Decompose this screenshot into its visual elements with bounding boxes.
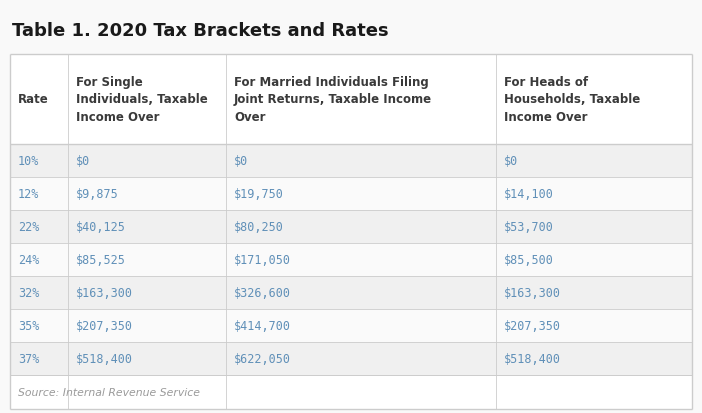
Text: 32%: 32% (18, 286, 39, 299)
Text: $19,750: $19,750 (234, 188, 284, 201)
Text: $518,400: $518,400 (76, 352, 133, 365)
Bar (10, 309, 692, 342)
Text: 22%: 22% (18, 221, 39, 233)
Bar (10, 342, 692, 375)
Bar (10, 243, 692, 276)
Bar (10, 145, 692, 178)
Text: $0: $0 (504, 154, 518, 168)
Bar (10, 55, 692, 145)
Text: $207,350: $207,350 (76, 319, 133, 332)
Text: $163,300: $163,300 (76, 286, 133, 299)
Bar (10, 55, 692, 409)
Text: $0: $0 (76, 154, 91, 168)
Text: $622,050: $622,050 (234, 352, 291, 365)
Text: 37%: 37% (18, 352, 39, 365)
Text: $40,125: $40,125 (76, 221, 126, 233)
Text: $85,525: $85,525 (76, 254, 126, 266)
Text: $207,350: $207,350 (504, 319, 561, 332)
Text: $14,100: $14,100 (504, 188, 554, 201)
Bar (10, 375, 692, 409)
Text: $414,700: $414,700 (234, 319, 291, 332)
Text: 10%: 10% (18, 154, 39, 168)
Text: For Heads of
Households, Taxable
Income Over: For Heads of Households, Taxable Income … (504, 76, 640, 124)
Text: $9,875: $9,875 (76, 188, 119, 201)
Bar (10, 211, 692, 243)
Text: $80,250: $80,250 (234, 221, 284, 233)
Text: $518,400: $518,400 (504, 352, 561, 365)
Text: $171,050: $171,050 (234, 254, 291, 266)
Text: $326,600: $326,600 (234, 286, 291, 299)
Text: 24%: 24% (18, 254, 39, 266)
Text: For Single
Individuals, Taxable
Income Over: For Single Individuals, Taxable Income O… (76, 76, 208, 124)
Text: $85,500: $85,500 (504, 254, 554, 266)
Text: 35%: 35% (18, 319, 39, 332)
Bar (10, 178, 692, 211)
Text: $163,300: $163,300 (504, 286, 561, 299)
Text: Rate: Rate (18, 93, 48, 106)
Bar (10, 276, 692, 309)
Text: Source: Internal Revenue Service: Source: Internal Revenue Service (18, 387, 200, 397)
Text: For Married Individuals Filing
Joint Returns, Taxable Income
Over: For Married Individuals Filing Joint Ret… (234, 76, 432, 124)
Text: Table 1. 2020 Tax Brackets and Rates: Table 1. 2020 Tax Brackets and Rates (12, 22, 389, 40)
Text: $53,700: $53,700 (504, 221, 554, 233)
Text: $0: $0 (234, 154, 249, 168)
Text: 12%: 12% (18, 188, 39, 201)
